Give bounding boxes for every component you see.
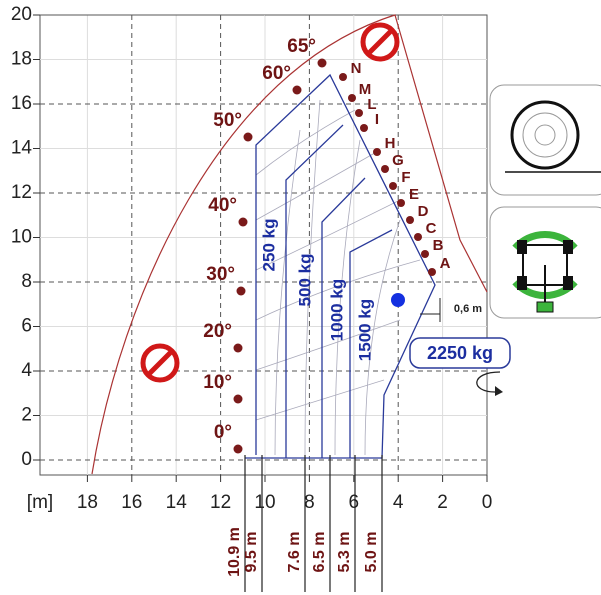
load-zone-label: 1500 kg [355, 299, 374, 361]
sector-dot [389, 182, 397, 190]
sector-dot [360, 124, 368, 132]
reach-label: 7.6 m [286, 532, 303, 573]
sector-label: A [440, 255, 451, 272]
y-tick-label: 14 [11, 138, 33, 159]
sector-label: D [418, 203, 429, 220]
sector-dot [381, 165, 389, 173]
sector-label: F [401, 169, 410, 186]
sector-label: C [426, 220, 437, 237]
y-tick-label: 4 [21, 360, 32, 381]
y-tick-label: 6 [21, 316, 32, 337]
tyre-panel [489, 84, 601, 196]
load-point [391, 293, 405, 307]
angle-dot [317, 58, 327, 68]
x-tick-label: 14 [166, 492, 188, 513]
x-tick-label: 16 [121, 492, 142, 513]
y-tick-label: 20 [11, 4, 32, 25]
sector-label: E [409, 186, 419, 203]
sector-label: M [359, 81, 372, 98]
x-tick-label: 4 [393, 492, 404, 513]
y-tick-label: 2 [21, 405, 32, 426]
angle-label: 0° [214, 422, 232, 443]
sector-label: L [367, 96, 376, 113]
no-entry-left [140, 343, 180, 383]
y-tick-label: 0 [21, 449, 32, 470]
y-tick-label: 18 [11, 49, 32, 70]
x-tick-label: 18 [77, 492, 98, 513]
angle-label: 30° [206, 264, 235, 285]
x-tick-label: 8 [304, 492, 315, 513]
sector-label: G [392, 152, 404, 169]
angle-label: 20° [203, 321, 232, 342]
y-tick-label: 10 [11, 227, 32, 248]
sector-dot [373, 148, 381, 156]
x-tick-label: 10 [254, 492, 275, 513]
sector-dot [339, 73, 347, 81]
sector-label: H [385, 135, 396, 152]
sector-dot [355, 109, 363, 117]
sector-dot [406, 216, 414, 224]
sector-dot [428, 268, 436, 276]
angle-label: 40° [208, 195, 237, 216]
load-zone-label: 1000 kg [327, 279, 346, 341]
x-tick-label: 6 [349, 492, 360, 513]
plot-frame [39, 14, 488, 476]
rotation-icon [476, 371, 501, 393]
rated-load-box [409, 337, 511, 369]
angle-label: 60° [262, 63, 291, 84]
rated-load: 2250 kg [427, 343, 493, 363]
angle-label: 65° [287, 36, 316, 57]
angle-dot [236, 286, 246, 296]
reach-label: 6.5 m [311, 532, 328, 573]
load-zone-label: 250 kg [259, 219, 278, 272]
sector-dot [421, 250, 429, 258]
reach-lines [244, 455, 383, 592]
axis-unit: [m] [27, 492, 53, 513]
sector-dot [397, 199, 405, 207]
radial-grid [255, 99, 421, 456]
offset-dimension [420, 298, 441, 322]
angle-dot [238, 217, 248, 227]
reach-label: 10.9 m [226, 527, 243, 577]
sector-dot [348, 94, 356, 102]
x-tick-label: 2 [437, 492, 448, 513]
angle-dot [233, 343, 243, 353]
angle-label: 10° [203, 372, 232, 393]
envelope [91, 14, 488, 475]
sector-dot [414, 233, 422, 241]
load-zones [245, 73, 436, 459]
reach-label: 9.5 m [243, 532, 260, 573]
angle-dot [233, 394, 243, 404]
x-tick-label: 0 [482, 492, 493, 513]
load-zone-label: 500 kg [295, 254, 314, 307]
reach-label: 5.0 m [363, 532, 380, 573]
y-tick-label: 8 [21, 271, 32, 292]
y-tick-label: 16 [11, 93, 32, 114]
grid [40, 14, 488, 475]
angle-dot [243, 132, 253, 142]
no-entry-top [360, 22, 400, 62]
rotation-arrow [495, 386, 503, 396]
y-tick-label: 12 [11, 182, 32, 203]
sector-label: N [351, 60, 362, 77]
offset-label: 0,6 m [454, 303, 482, 315]
sector-label: B [433, 237, 444, 254]
x-tick-label: 12 [210, 492, 231, 513]
angle-dot [292, 85, 302, 95]
reach-label: 5.3 m [336, 532, 353, 573]
sector-label: I [375, 111, 379, 128]
stabiliser-panel [489, 206, 601, 319]
angle-dot [233, 444, 243, 454]
angle-label: 50° [213, 110, 242, 131]
